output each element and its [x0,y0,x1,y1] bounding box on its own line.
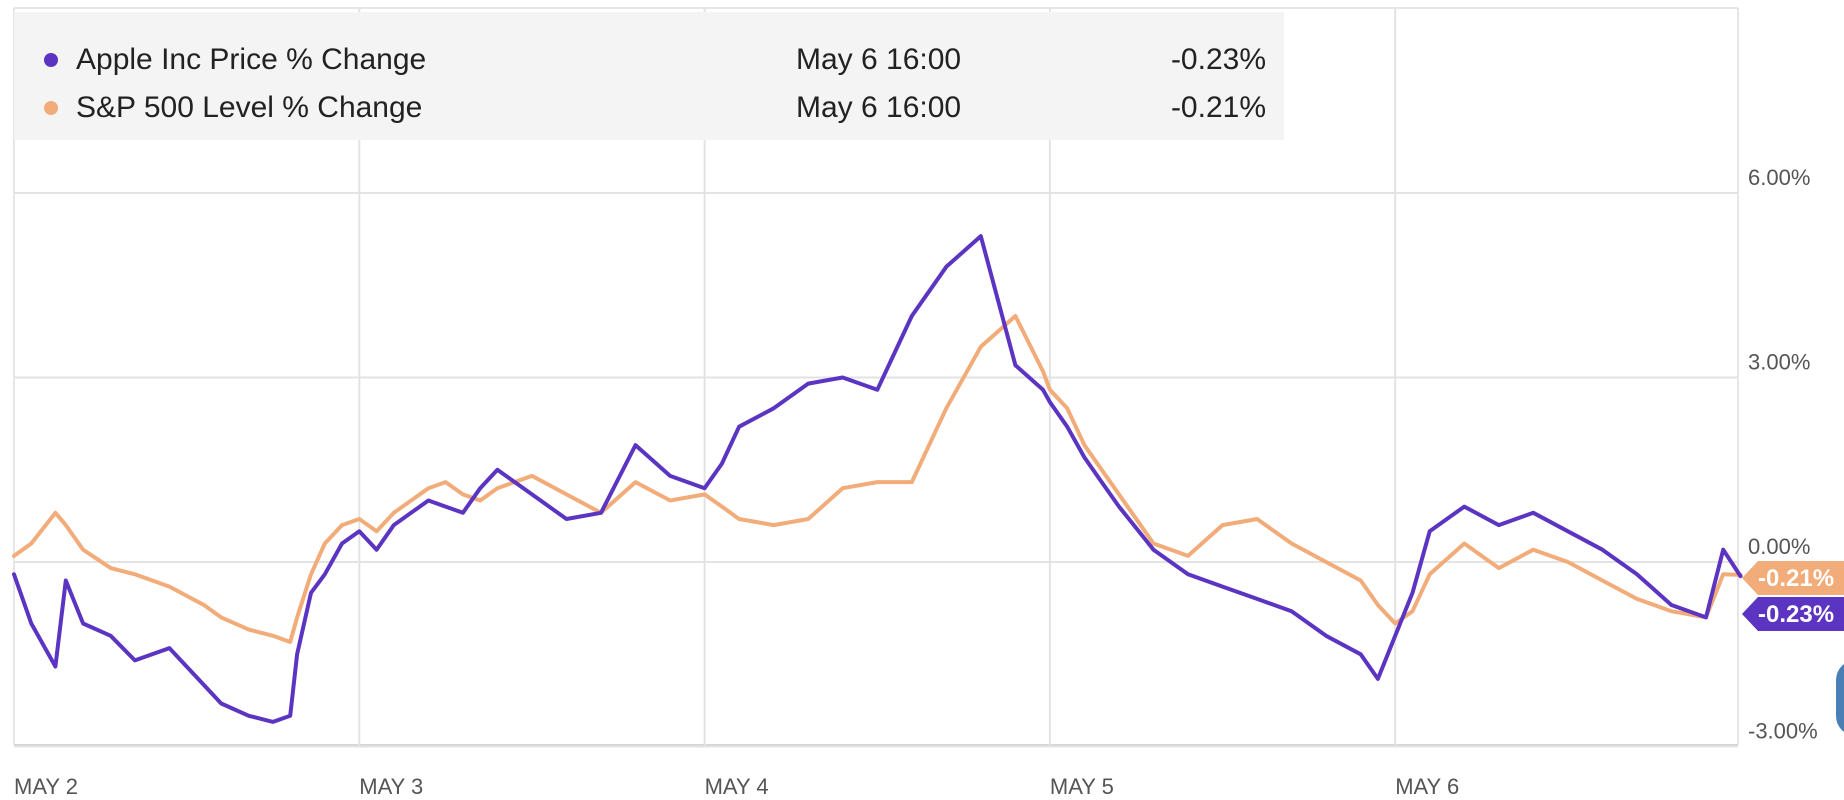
y-tick-label: 3.00% [1748,350,1810,375]
x-tick-label: MAY 6 [1395,774,1459,799]
chart-labels: 6.00% 3.00% 0.00% -3.00% MAY 2 MAY 3 MAY 4 MAY … [14,165,1844,799]
x-tick-label: MAY 4 [705,774,769,799]
legend-time: May 6 16:00 [796,91,962,124]
series-color-dot [44,101,58,115]
legend: Apple Inc Price % Change May 6 16:00 -0.… [14,12,1284,140]
x-tick-label: MAY 3 [359,774,423,799]
legend-time: May 6 16:00 [796,43,962,76]
legend-item-apple[interactable]: Apple Inc Price % Change May 6 16:00 -0.… [14,36,1284,84]
legend-label: S&P 500 Level % Change [76,91,423,124]
end-value-label: -0.21% [1758,565,1834,592]
legend-label: Apple Inc Price % Change [76,43,427,76]
legend-value: -0.23% [1170,43,1266,76]
y-tick-label: -3.00% [1748,719,1818,744]
series-color-dot [44,53,58,67]
corner-action-button[interactable] [1836,660,1844,736]
x-tick-label: MAY 5 [1050,774,1114,799]
end-value-tag [1742,597,1844,631]
chart-series [12,234,1743,724]
end-value-tag [1742,561,1844,595]
legend-value: -0.21% [1170,91,1266,124]
series-line-sp500 [12,314,1743,644]
y-tick-label: 6.00% [1748,165,1810,190]
y-tick-label: 0.00% [1748,534,1810,559]
end-value-label: -0.23% [1758,601,1834,628]
x-tick-label: MAY 2 [14,774,78,799]
series-line-apple [12,234,1743,724]
legend-item-sp500[interactable]: S&P 500 Level % Change May 6 16:00 -0.21… [14,84,1284,132]
